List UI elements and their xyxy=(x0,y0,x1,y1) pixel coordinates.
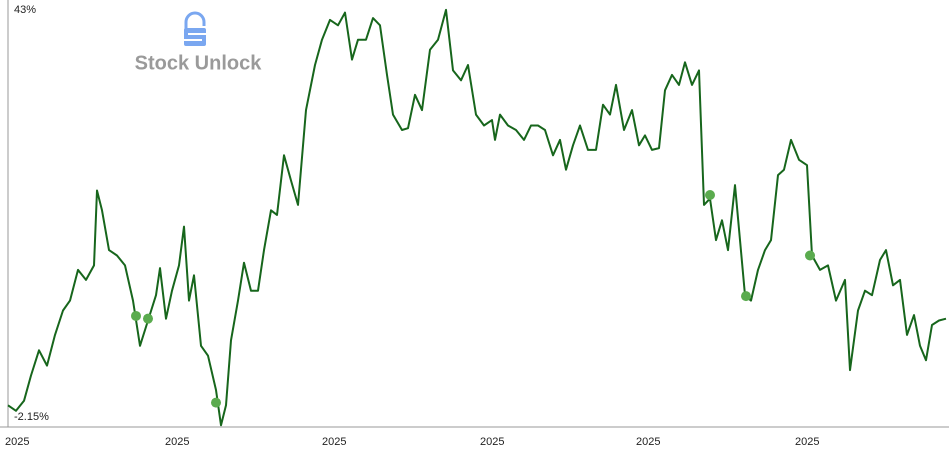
marker-point xyxy=(805,250,815,261)
marker-point xyxy=(131,310,141,321)
y-tick-label: 43% xyxy=(14,4,36,16)
marker-point xyxy=(705,189,715,200)
x-tick-label: 2025 xyxy=(165,436,189,448)
line-series xyxy=(7,8,947,427)
marker-point xyxy=(143,313,153,324)
x-tick-label: 2025 xyxy=(5,436,29,448)
logo-shackle xyxy=(184,11,206,30)
logo-icon xyxy=(184,11,206,46)
logo-body xyxy=(184,28,206,46)
x-tick-label: 2025 xyxy=(795,436,819,448)
x-tick-label: 2025 xyxy=(636,436,660,448)
marker-point xyxy=(741,291,751,302)
y-tick-label: -2.15% xyxy=(14,411,49,423)
x-tick-label: 2025 xyxy=(322,436,346,448)
watermark: Stock Unlock xyxy=(135,52,263,74)
x-tick-label: 2025 xyxy=(480,436,504,448)
marker-point xyxy=(211,397,221,408)
